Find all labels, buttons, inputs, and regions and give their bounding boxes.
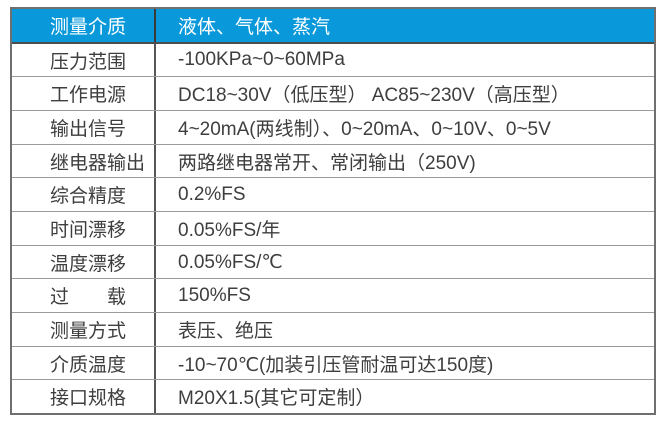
- row-value: 4~20mA(两线制）、0~20mA、0~10V、0~5V: [178, 118, 551, 140]
- table-row: 介质温度 -10~70℃(加装引压管耐温可达150度): [12, 346, 654, 381]
- table-row: 过 载 150%FS: [12, 279, 654, 314]
- row-label: 温度漂移: [12, 245, 156, 279]
- row-label: 介质温度: [12, 346, 156, 380]
- table-row: 温度漂移 0.05%FS/℃: [12, 245, 654, 280]
- row-value: -10~70℃(加装引压管耐温可达150度): [178, 354, 494, 376]
- row-value: 0.05%FS/年: [178, 219, 281, 241]
- row-label: 压力范围: [12, 43, 156, 77]
- table-row: 压力范围 -100KPa~0~60MPa: [12, 43, 654, 78]
- table-row: 输出信号 4~20mA(两线制）、0~20mA、0~10V、0~5V: [12, 111, 654, 145]
- row-value: 表压、绝压: [178, 320, 274, 342]
- row-label: 继电器输出: [12, 144, 156, 178]
- table-row: 测量方式 表压、绝压: [12, 313, 654, 347]
- spec-table: 测量介质 液体、气体、蒸汽 压力范围 -100KPa~0~60MPa 工作电源 …: [10, 7, 656, 415]
- row-value: 0.2%FS: [178, 183, 246, 205]
- table-row: 继电器输出 两路继电器常开、常闭输出（250V): [12, 144, 654, 179]
- row-label: 综合精度: [12, 178, 156, 212]
- table-row: 工作电源 DC18~30V（低压型） AC85~230V（高压型）: [12, 77, 654, 112]
- table-row: 综合精度 0.2%FS: [12, 178, 654, 213]
- row-value: 150%FS: [178, 284, 251, 306]
- row-value: 0.05%FS/℃: [178, 251, 283, 273]
- row-value: -100KPa~0~60MPa: [178, 49, 345, 70]
- header-value: 液体、气体、蒸汽: [178, 16, 331, 38]
- table-row: 接口规格 M20X1.5(其它可定制）: [12, 380, 654, 414]
- header-label: 测量介质: [12, 9, 156, 42]
- row-label: 测量方式: [12, 313, 156, 346]
- row-value: M20X1.5(其它可定制）: [178, 388, 375, 410]
- row-label: 时间漂移: [12, 212, 156, 245]
- table-header-row: 测量介质 液体、气体、蒸汽: [12, 9, 654, 44]
- row-value: 两路继电器常开、常闭输出（250V): [178, 152, 476, 174]
- row-label: 接口规格: [12, 380, 156, 414]
- row-value: DC18~30V（低压型） AC85~230V（高压型）: [178, 85, 570, 107]
- row-label: 工作电源: [12, 77, 156, 111]
- row-label: 过 载: [12, 279, 156, 313]
- row-label: 输出信号: [12, 111, 156, 144]
- table-row: 时间漂移 0.05%FS/年: [12, 212, 654, 246]
